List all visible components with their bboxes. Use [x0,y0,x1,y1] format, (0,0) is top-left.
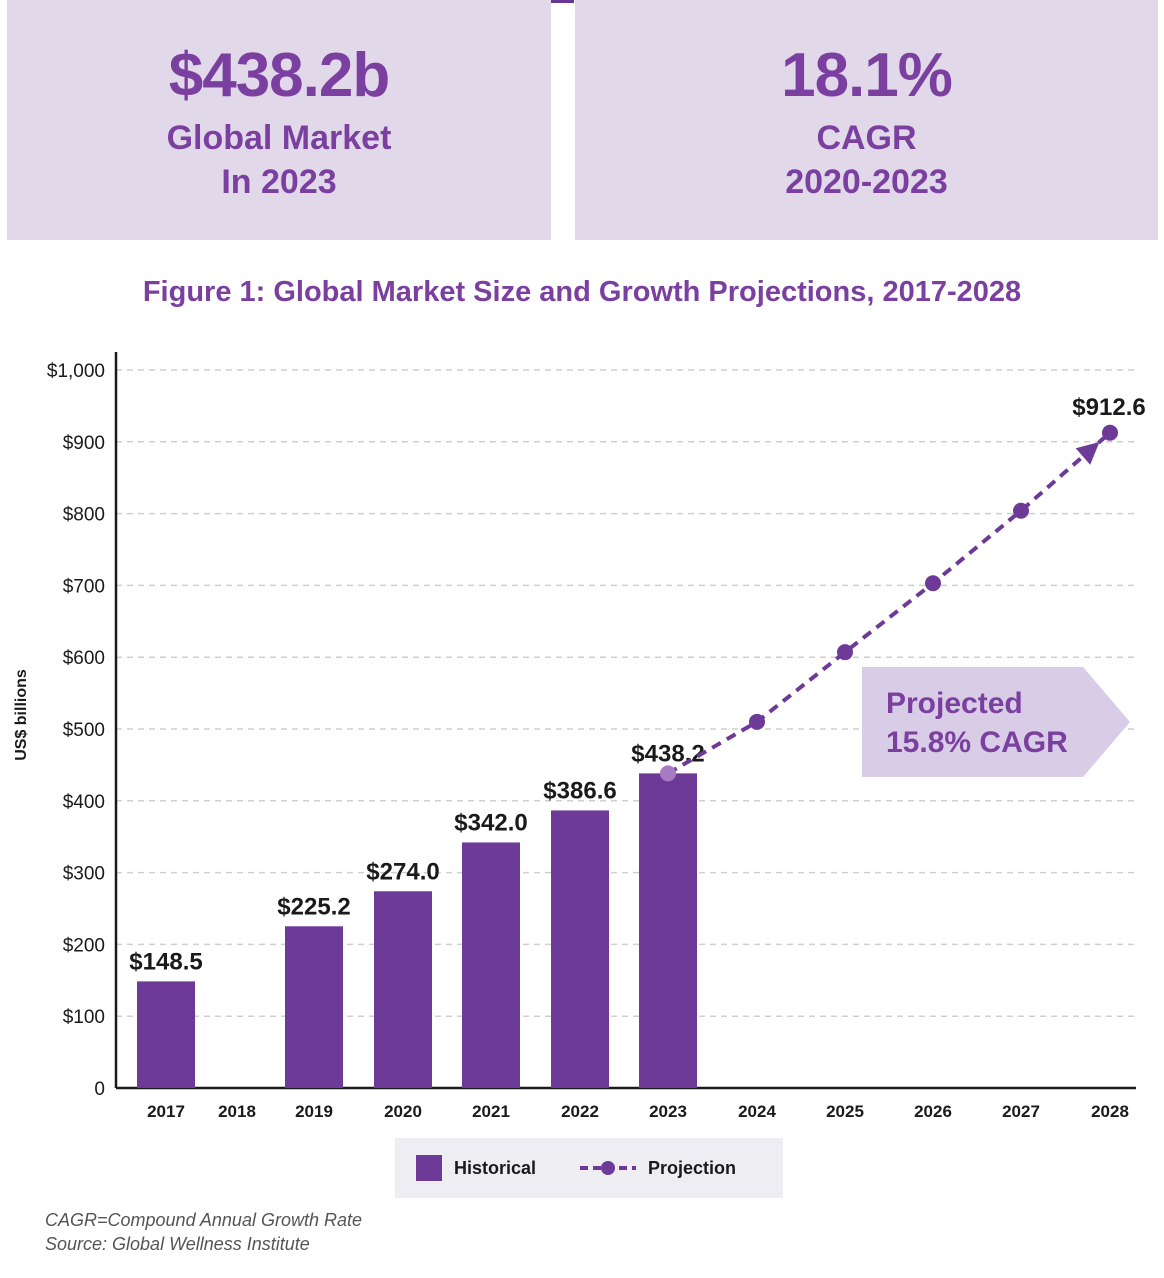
x-tick-label: 2024 [738,1102,776,1121]
y-tick-label: $900 [63,433,105,454]
x-tick-label: 2020 [384,1102,422,1121]
projection-arrowhead [1075,441,1100,465]
legend-historical-swatch [416,1155,442,1181]
bar-historical [285,926,343,1088]
projection-point [660,765,676,782]
projected-cagr-callout [862,667,1130,777]
top-divider [550,0,574,3]
y-axis-title: US$ billions [13,669,30,761]
kpi-cagr-card: 18.1% CAGR 2020-2023 [575,0,1158,240]
callout-line-2: 15.8% CAGR [886,726,1068,759]
kpi-cagr-label: CAGR 2020-2023 [785,119,948,201]
y-tick-label: $200 [63,935,105,956]
y-tick-label: $400 [63,792,105,813]
y-tick-label: $1,000 [47,361,105,382]
market-size-chart: 0 $100 $200 $300 $400 $500 $600 $700 $800 $900 $1,… [13,352,1146,1121]
x-tick-label: 2027 [1002,1102,1040,1121]
bar-data-label: $274.0 [366,858,439,885]
y-tick-label: $300 [63,864,105,885]
projection-point [749,713,765,730]
y-tick-label: 0 [94,1079,105,1100]
x-tick-label: 2023 [649,1102,687,1121]
bar-historical [639,773,697,1088]
x-tick-label: 2028 [1091,1102,1129,1121]
x-tick-label: 2022 [561,1102,599,1121]
y-tick-label: $700 [63,576,105,597]
projection-point [1013,502,1029,519]
footnote: CAGR=Compound Annual Growth Rate [45,1210,362,1230]
legend-historical-label: Historical [454,1157,537,1178]
x-tick-label: 2017 [147,1102,185,1121]
projection-point [925,575,941,592]
bar-data-label: $225.2 [277,893,350,920]
bar-data-label: $342.0 [454,809,527,836]
y-tick-label: $100 [63,1007,105,1028]
bar-historical [137,981,195,1088]
x-tick-label: 2026 [914,1102,952,1121]
bar-historical [374,891,432,1088]
kpi-cagr-value: 18.1% [781,41,953,110]
callout-line-1: Projected [886,687,1023,720]
x-tick-label: 2018 [218,1102,256,1121]
kpi-global-market-value: $438.2b [168,41,391,110]
chart-legend: Historical Projection [395,1138,783,1198]
x-tick-label: 2025 [826,1102,864,1121]
y-tick-label: $600 [63,648,105,669]
projection-end-label: $912.6 [1072,394,1145,421]
x-tick-label: 2021 [472,1102,510,1121]
y-tick-label: $500 [63,720,105,741]
projection-point [1102,424,1118,441]
kpi-global-market-label: Global Market In 2023 [166,119,392,201]
projection-line [666,431,1112,776]
y-tick-label: $800 [63,505,105,526]
legend-projection-swatch [580,1161,637,1175]
source-note: Source: Global Wellness Institute [45,1234,310,1254]
bar-data-label: $148.5 [129,948,202,975]
projection-point [837,644,853,661]
figure-title: Figure 1: Global Market Size and Growth … [142,276,1022,308]
legend-projection-label: Projection [648,1157,737,1178]
bar-data-label: $386.6 [543,777,616,804]
kpi-global-market-card: $438.2b Global Market In 2023 [7,0,551,240]
bar-historical [462,842,520,1088]
x-tick-label: 2019 [295,1102,333,1121]
bar-data-label: $438.2 [631,740,704,767]
bar-historical [551,810,609,1088]
